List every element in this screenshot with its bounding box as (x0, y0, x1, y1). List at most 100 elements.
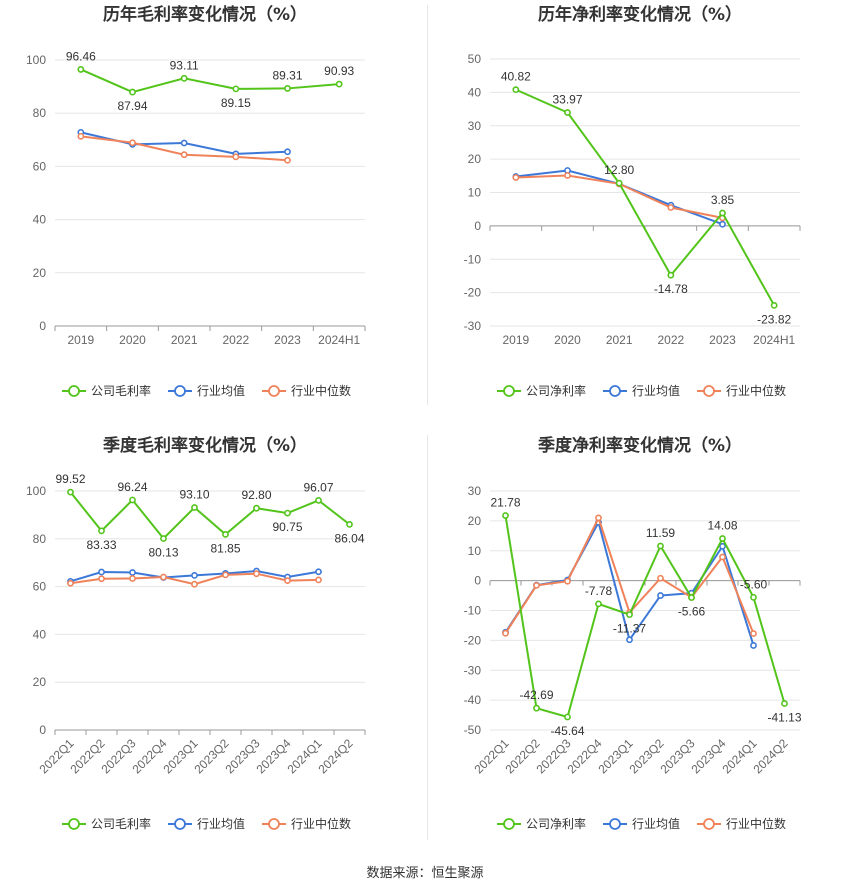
y-tick-label: 0 (39, 319, 46, 333)
data-point-company (564, 109, 571, 116)
data-point-company (502, 512, 509, 519)
data-label: -14.78 (654, 282, 688, 296)
y-tick-label: 40 (33, 627, 47, 641)
data-point-median (67, 579, 74, 587)
data-point-median (564, 577, 571, 585)
series-line-avg (515, 169, 723, 226)
data-label: 3.85 (711, 193, 735, 207)
x-tick-label: 2021 (606, 333, 633, 347)
y-tick-label: -20 (464, 286, 482, 300)
data-point-median (180, 151, 188, 159)
data-label: 11.59 (646, 526, 675, 540)
data-label: -23.82 (757, 312, 791, 326)
y-tick-label: -30 (464, 319, 482, 333)
x-tick-label: 2019 (502, 333, 529, 347)
data-point-avg (719, 220, 726, 228)
data-label: -41.13 (767, 711, 801, 725)
chart-annual-gross-margin: 历年毛利率变化情况（%） 0 20 40 60 80 100 2019 2020 2021 2022… (0, 0, 425, 410)
y-tick-label: 10 (468, 186, 482, 200)
data-label: 93.10 (179, 487, 209, 501)
y-tick-label: -10 (464, 252, 482, 266)
data-point-company (595, 600, 602, 608)
data-point-company (77, 66, 85, 73)
y-tick-label: 30 (468, 484, 482, 498)
data-point-company (232, 85, 240, 93)
legend-marker-median (703, 818, 715, 830)
series-line-company (515, 88, 776, 306)
x-tick-label: 2020 (119, 333, 146, 347)
data-point-median (284, 577, 291, 585)
data-point-median (222, 571, 229, 579)
legend-marker-avg (609, 385, 621, 397)
data-point-median (564, 172, 571, 179)
quarterly-net-margin-svg: 季度净利率变化情况（%）-50-40-30-20-1001020302022Q1… (464, 435, 802, 831)
legend-marker-company (503, 818, 515, 830)
y-tick-label: 20 (468, 152, 482, 166)
data-point-median (160, 573, 167, 581)
x-tick-label: 2023 (709, 333, 736, 347)
data-point-company (564, 713, 571, 721)
data-point-company (781, 700, 788, 707)
data-point-company (657, 542, 664, 550)
data-point-median (533, 582, 540, 589)
legend-label: 行业均值 (197, 816, 245, 831)
data-point-avg (626, 636, 633, 644)
y-tick-label: 40 (468, 85, 482, 99)
data-label: -5.66 (678, 605, 706, 619)
data-point-median (315, 576, 322, 584)
chart-title: 季度净利率变化情况（%） (538, 435, 742, 456)
data-point-company (315, 496, 322, 504)
data-point-company (160, 535, 167, 542)
legend-label: 公司毛利率 (91, 816, 151, 831)
data-label: 96.46 (66, 49, 96, 63)
data-source-text: 数据来源：恒生聚源 (366, 866, 484, 881)
chart-quarterly-gross-margin: 季度毛利率变化情况（%） 0 20 40 60 80 100 2022Q1 2022Q2 2022… (0, 430, 425, 850)
data-point-median (77, 132, 85, 140)
chart-annual-net-margin: 历年净利率变化情况（%） -30 -20 -10 0 10 20 30 40 50 2019 2020… (425, 0, 850, 410)
legend-label: 行业均值 (197, 383, 245, 398)
data-label: 12.80 (604, 163, 634, 177)
data-label: 96.24 (117, 480, 147, 494)
data-point-company (667, 271, 675, 279)
data-point-company (688, 594, 695, 601)
y-tick-label: 50 (468, 52, 482, 66)
quarterly-gross-margin-svg: 季度毛利率变化情况（%）0204060801002022Q12022Q22022… (26, 435, 366, 831)
x-tick-label: 2020 (554, 333, 581, 347)
data-point-median (502, 629, 509, 637)
legend-marker-avg (174, 818, 186, 830)
x-tick-label: 2021 (171, 333, 198, 347)
x-tick-label: 2022 (222, 333, 249, 347)
x-tick-label: 2024H1 (318, 333, 360, 347)
data-label: 21.78 (490, 496, 520, 510)
x-tick-label: 2019 (67, 333, 94, 347)
annual-gross-margin-svg: 历年毛利率变化情况（%） 0 20 40 60 80 100 2019 2020 2021 2022… (26, 4, 366, 398)
x-tick-label: 2024Q2 (751, 736, 791, 776)
y-tick-label: 100 (26, 484, 46, 498)
data-point-median (750, 630, 757, 637)
y-tick-label: -40 (464, 693, 482, 707)
data-label: 99.52 (55, 472, 85, 486)
data-label: 86.04 (334, 531, 364, 545)
data-point-avg (98, 568, 105, 576)
data-point-avg (315, 568, 322, 576)
data-label: -5.60 (740, 577, 768, 591)
legend-marker-avg (174, 385, 186, 397)
chart-title: 历年毛利率变化情况（%） (103, 4, 307, 25)
data-label: 89.15 (221, 96, 251, 110)
legend-marker-median (703, 385, 715, 397)
chart-quarterly-net-margin: 季度净利率变化情况（%） -50 -40 -30 -20 -10 0 10 20 30 2022Q1… (425, 430, 850, 850)
data-point-avg (750, 642, 757, 649)
data-point-median (253, 570, 260, 578)
data-point-avg (284, 148, 291, 156)
legend-marker-avg (609, 818, 621, 830)
legend-marker-median (268, 818, 280, 830)
data-point-company (512, 86, 520, 94)
legend-label: 行业中位数 (291, 383, 351, 398)
legend-label: 行业中位数 (291, 816, 351, 831)
y-tick-label: 20 (33, 675, 47, 689)
data-label: 80.13 (148, 545, 178, 559)
data-label: -7.78 (585, 584, 613, 598)
data-point-median (657, 574, 664, 582)
y-tick-label: 30 (468, 119, 482, 133)
y-tick-label: 20 (33, 266, 47, 280)
